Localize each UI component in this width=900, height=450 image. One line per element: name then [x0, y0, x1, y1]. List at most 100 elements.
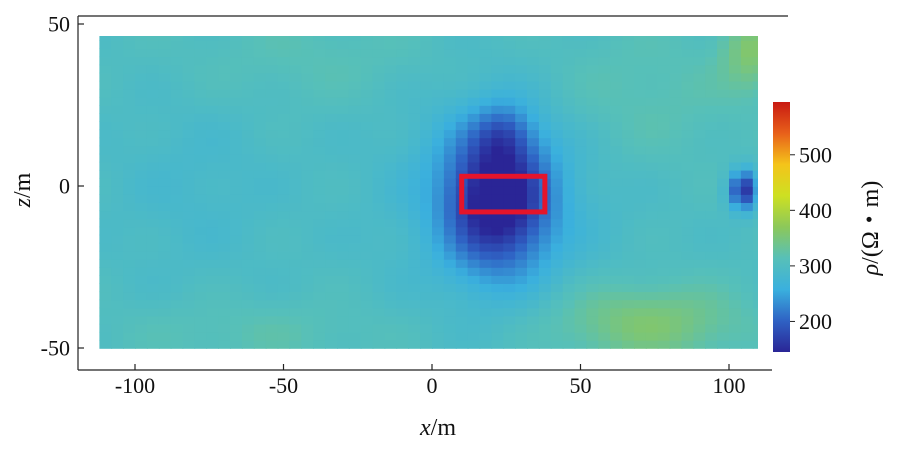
heatmap-cell: [325, 339, 338, 349]
heatmap-cell: [705, 161, 718, 171]
heatmap-cell: [562, 315, 576, 325]
heatmap-cell: [420, 250, 433, 260]
heatmap-cell: [752, 129, 758, 139]
heatmap-cell: [158, 48, 172, 58]
heatmap-cell: [527, 145, 540, 155]
heatmap-cell: [408, 250, 421, 260]
heatmap-cell: [669, 161, 683, 171]
heatmap-cell: [266, 24, 279, 33]
heatmap-cell: [301, 258, 314, 268]
heatmap-cell: [253, 267, 267, 276]
heatmap-cell: [645, 169, 659, 179]
heatmap-cell: [467, 113, 481, 122]
heatmap-cell: [657, 339, 671, 349]
heatmap-cell: [253, 331, 267, 341]
heatmap-cell: [610, 331, 623, 341]
heatmap-cell: [289, 323, 303, 333]
heatmap-cell: [408, 234, 421, 244]
heatmap-cell: [527, 80, 540, 90]
heatmap-cell: [717, 218, 730, 228]
heatmap-cell: [586, 291, 600, 301]
heatmap-cell: [705, 218, 718, 228]
heatmap-cell: [503, 323, 516, 333]
x-tick-label: 0: [427, 373, 438, 398]
heatmap-cell: [669, 129, 683, 139]
heatmap-cell: [289, 242, 303, 252]
heatmap-cell: [740, 88, 754, 98]
heatmap-cell: [634, 218, 647, 228]
heatmap-cell: [241, 105, 255, 114]
heatmap-cell: [657, 129, 671, 139]
heatmap-cell: [348, 226, 362, 236]
heatmap-cell: [360, 283, 374, 293]
heatmap-cell: [443, 250, 457, 260]
heatmap-cell: [729, 72, 742, 82]
heatmap-cell: [550, 315, 564, 325]
heatmap-cell: [515, 202, 528, 212]
heatmap-cell: [360, 137, 374, 147]
heatmap-cell: [253, 80, 267, 90]
heatmap-cell: [384, 40, 398, 50]
heatmap-cell: [586, 323, 600, 333]
heatmap-cell: [562, 267, 576, 276]
heatmap-cell: [325, 36, 338, 41]
heatmap-cell: [443, 186, 457, 195]
heatmap-cell: [194, 88, 208, 98]
heatmap-cell: [170, 315, 184, 325]
heatmap-cell: [752, 177, 758, 187]
heatmap-cell: [657, 161, 671, 171]
heatmap-cell: [146, 242, 160, 252]
heatmap-cell: [123, 210, 136, 220]
heatmap-cell: [634, 161, 647, 171]
heatmap-cell: [550, 202, 564, 212]
heatmap-cell: [443, 226, 457, 236]
heatmap-cell: [634, 323, 647, 333]
heatmap-cell: [550, 331, 564, 341]
heatmap-cell: [230, 113, 243, 122]
heatmap-cell: [479, 299, 493, 309]
heatmap-cell: [752, 323, 758, 333]
heatmap-cell: [348, 194, 362, 203]
heatmap-cell: [111, 96, 124, 106]
heatmap-cell: [396, 64, 410, 74]
heatmap-cell: [503, 113, 516, 122]
heatmap-cell: [550, 88, 564, 98]
heatmap-cell: [634, 339, 647, 349]
heatmap-cell: [515, 210, 528, 220]
heatmap-cell: [515, 299, 528, 309]
heatmap-cell: [337, 323, 350, 333]
heatmap-cell: [408, 105, 421, 114]
heatmap-cell: [146, 323, 160, 333]
heatmap-cell: [752, 331, 758, 341]
heatmap-cell: [657, 186, 671, 195]
heatmap-cell: [135, 121, 148, 131]
heatmap-cell: [574, 96, 588, 106]
heatmap-cell: [610, 48, 623, 58]
heatmap-cell: [360, 64, 374, 74]
heatmap-cell: [384, 194, 398, 203]
heatmap-cell: [669, 105, 683, 114]
heatmap-cell: [693, 145, 707, 155]
heatmap-cell: [598, 153, 611, 163]
heatmap-cell: [467, 56, 481, 66]
heatmap-cell: [111, 339, 124, 349]
heatmap-cell: [705, 169, 718, 179]
heatmap-cell: [705, 48, 718, 58]
heatmap-cell: [182, 137, 196, 147]
heatmap-cell: [360, 331, 374, 341]
heatmap-cell: [657, 113, 671, 122]
heatmap-cell: [503, 267, 516, 276]
heatmap-cell: [467, 267, 481, 276]
heatmap-cell: [586, 242, 600, 252]
heatmap-cell: [622, 88, 635, 98]
heatmap-cell: [562, 226, 576, 236]
heatmap-cell: [123, 113, 136, 122]
heatmap-cell: [301, 283, 314, 293]
heatmap-cell: [669, 153, 683, 163]
heatmap-cell: [432, 307, 445, 317]
heatmap-cell: [241, 258, 255, 268]
heatmap-cell: [408, 137, 421, 147]
heatmap-cell: [99, 177, 113, 187]
heatmap-cell: [550, 121, 564, 131]
heatmap-cell: [277, 291, 291, 301]
